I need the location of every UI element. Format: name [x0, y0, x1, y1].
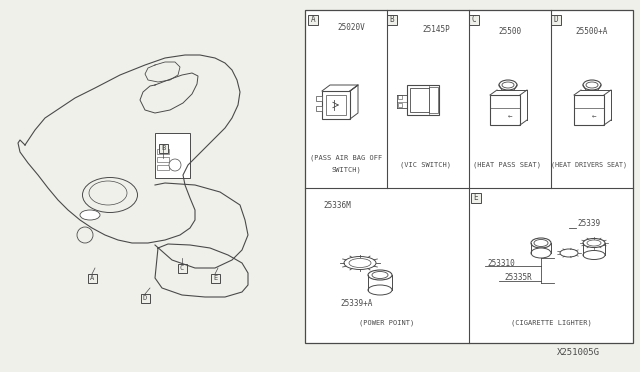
Bar: [410, 88, 430, 112]
Text: E: E: [474, 193, 478, 202]
Bar: [429, 87, 438, 113]
Bar: [211, 273, 220, 282]
Text: D: D: [143, 295, 147, 301]
Bar: [316, 106, 322, 111]
Bar: [159, 144, 168, 153]
Ellipse shape: [583, 238, 605, 247]
Bar: [387, 15, 397, 25]
Text: (POWER POINT): (POWER POINT): [360, 320, 415, 326]
Ellipse shape: [372, 272, 388, 279]
Text: 253310: 253310: [487, 259, 515, 267]
Ellipse shape: [349, 259, 371, 267]
Bar: [88, 273, 97, 282]
Text: $\leftarrow$: $\leftarrow$: [506, 112, 514, 120]
Ellipse shape: [583, 250, 605, 260]
Bar: [398, 103, 402, 107]
Ellipse shape: [531, 238, 551, 248]
Text: 25020V: 25020V: [337, 23, 365, 32]
Bar: [551, 15, 561, 25]
Ellipse shape: [534, 240, 548, 247]
Text: (VIC SWITCH): (VIC SWITCH): [399, 162, 451, 168]
Bar: [141, 294, 150, 302]
Ellipse shape: [531, 248, 551, 258]
Ellipse shape: [368, 285, 392, 295]
Text: A: A: [310, 16, 316, 25]
Bar: [471, 193, 481, 203]
Bar: [469, 15, 479, 25]
Text: $\leftarrow$: $\leftarrow$: [590, 112, 598, 120]
Text: (CIGARETTE LIGHTER): (CIGARETTE LIGHTER): [511, 320, 591, 326]
Circle shape: [169, 159, 181, 171]
Text: 25335R: 25335R: [504, 273, 532, 282]
Ellipse shape: [80, 210, 100, 220]
Bar: [322, 91, 350, 119]
Bar: [177, 263, 186, 273]
Text: 25339+A: 25339+A: [340, 298, 372, 308]
Ellipse shape: [344, 257, 376, 269]
Text: X251005G: X251005G: [557, 348, 600, 357]
Text: 25336M: 25336M: [323, 202, 351, 211]
Ellipse shape: [368, 270, 392, 280]
Text: B: B: [390, 16, 394, 25]
Text: 25500+A: 25500+A: [576, 28, 608, 36]
Text: C: C: [180, 265, 184, 271]
Bar: [157, 165, 169, 170]
Text: (PASS AIR BAG OFF: (PASS AIR BAG OFF: [310, 155, 382, 161]
Text: 25145P: 25145P: [422, 26, 450, 35]
Text: A: A: [90, 275, 94, 281]
Bar: [308, 15, 318, 25]
Text: C: C: [472, 16, 476, 25]
Text: (HEAT DRIVERS SEAT): (HEAT DRIVERS SEAT): [551, 162, 627, 168]
Bar: [326, 95, 346, 115]
Bar: [157, 149, 169, 154]
Ellipse shape: [499, 80, 517, 90]
Text: B: B: [161, 145, 165, 151]
Bar: [157, 157, 169, 162]
Ellipse shape: [586, 82, 598, 88]
Text: SWITCH): SWITCH): [331, 167, 361, 173]
Ellipse shape: [560, 249, 578, 257]
Bar: [305, 10, 633, 343]
Ellipse shape: [583, 80, 601, 90]
Bar: [316, 96, 322, 101]
Ellipse shape: [587, 240, 601, 246]
Bar: [155, 133, 190, 178]
Bar: [490, 95, 520, 125]
Ellipse shape: [502, 82, 514, 88]
Text: 25339: 25339: [577, 218, 600, 228]
Text: 25500: 25500: [499, 28, 522, 36]
Bar: [398, 95, 402, 99]
Bar: [407, 85, 439, 115]
Text: (HEAT PASS SEAT): (HEAT PASS SEAT): [473, 162, 541, 168]
Text: E: E: [213, 275, 217, 281]
Bar: [574, 95, 604, 125]
Text: D: D: [554, 16, 558, 25]
